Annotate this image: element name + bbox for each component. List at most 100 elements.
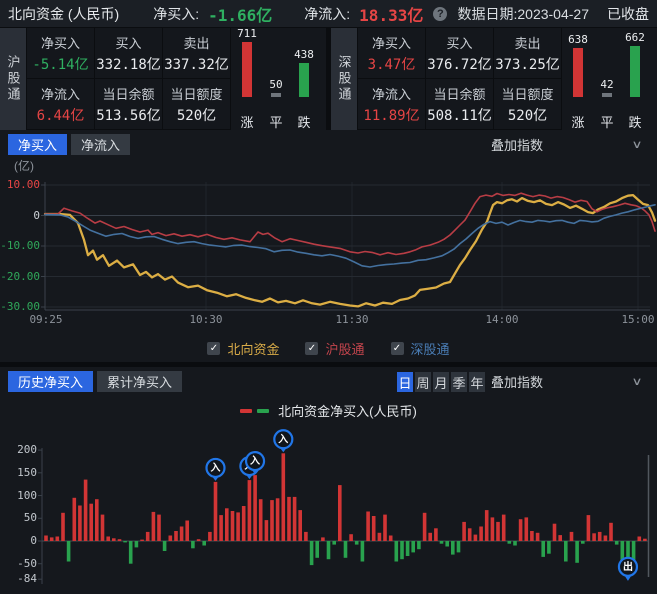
advance-decline-bars: 638 涨 42 平 662 跌 [562, 28, 657, 130]
bar [321, 537, 325, 541]
marker-glyph: 出 [623, 560, 633, 573]
y-tick-label: 200 [17, 443, 37, 457]
bar [208, 531, 212, 541]
count-label: 涨 [240, 115, 254, 130]
tab-净流入[interactable]: 净流入 [71, 134, 131, 155]
bar [637, 536, 642, 541]
bar [253, 475, 257, 541]
tab-净买入[interactable]: 净买入 [8, 134, 68, 155]
y-tick-label: 50 [23, 511, 37, 525]
stat-value: 376.72亿 [427, 56, 492, 73]
bar [128, 541, 133, 564]
stat-grid: 净买入 -5.14亿 买入 332.18亿 卖出 337.32亿 净流入 6.44亿 当日余额 5… [27, 28, 230, 130]
y-tick-label: -30.00 [0, 300, 40, 313]
bar [609, 522, 613, 541]
bar [349, 534, 353, 541]
stat-cell: 净买入 -5.14亿 [27, 28, 94, 78]
overlay-index-select-bottom[interactable]: 叠加指数 ∨ [491, 371, 643, 392]
market-status: 已收盘 [607, 5, 649, 22]
stat-label: 当日余额 [433, 86, 486, 102]
bar [592, 533, 596, 541]
stat-cell: 卖出 337.32亿 [163, 28, 230, 78]
legend-red-dash [240, 408, 253, 413]
flow-marker-入: 入 [273, 429, 294, 453]
period-日[interactable]: 日 [397, 372, 413, 392]
line-chart-tabs: 净买入 净流入 [8, 134, 131, 155]
series-沪股通 [44, 192, 656, 256]
bar [411, 541, 415, 553]
tab-累计净买入[interactable]: 累计净买入 [97, 371, 183, 392]
y-tick-label: 0 [33, 208, 40, 222]
bar [405, 541, 410, 556]
stat-value: 6.44亿 [36, 107, 85, 124]
checkbox-checked-icon[interactable]: ✓ [207, 342, 221, 355]
stat-label: 当日额度 [501, 86, 554, 102]
stat-value: 11.89亿 [363, 107, 420, 124]
bar [287, 496, 291, 541]
bar [388, 535, 393, 541]
period-季[interactable]: 季 [451, 372, 467, 392]
bar [247, 480, 252, 541]
marker-circle [273, 429, 294, 450]
bar [484, 510, 489, 541]
connect-stats: 沪股通 净买入 -5.14亿 买入 332.18亿 卖出 337.32亿 净流入 6.44亿 当日… [0, 27, 657, 130]
bar [428, 532, 432, 541]
unchanged-bar [271, 93, 281, 97]
decliners-bar [299, 63, 309, 97]
bar [326, 541, 331, 560]
bar [354, 541, 359, 545]
stat-cell: 买入 332.18亿 [95, 28, 162, 78]
bar [292, 496, 297, 541]
checkbox-checked-icon[interactable]: ✓ [390, 342, 404, 355]
page-title: 北向资金 (人民币) [8, 5, 120, 22]
bar [151, 511, 156, 541]
overlay-index-select-top[interactable]: 叠加指数 ∨ [491, 134, 643, 155]
bar [44, 535, 48, 541]
bar [581, 541, 585, 544]
period-年[interactable]: 年 [469, 372, 485, 392]
bar [157, 514, 161, 541]
tab-历史净买入[interactable]: 历史净买入 [8, 371, 94, 392]
bar [309, 541, 314, 566]
stat-label: 当日余额 [102, 86, 155, 102]
marker-glyph: 入 [250, 455, 260, 467]
count-value: 638 [568, 33, 588, 46]
help-icon[interactable]: ? [433, 6, 448, 21]
bar [230, 511, 235, 541]
count-value: 438 [294, 48, 314, 61]
bar [106, 536, 110, 541]
period-周[interactable]: 周 [415, 372, 431, 392]
bar [241, 506, 246, 541]
bar [275, 498, 280, 541]
bar [451, 541, 455, 555]
stat-label: 净买入 [371, 35, 411, 51]
bar [569, 531, 574, 541]
y-tick-label: 0 [30, 534, 37, 547]
net-inflow-value: 18.33亿 [359, 5, 424, 25]
bar [434, 528, 438, 541]
bar [479, 526, 483, 541]
bar [564, 541, 568, 562]
chevron-down-icon: ∨ [631, 376, 643, 388]
bar-legend-label: 北向资金净买入(人民币) [278, 404, 417, 419]
bar [89, 503, 93, 541]
bar [185, 520, 189, 541]
y-tick-label: -10.00 [0, 239, 40, 252]
count-value: 711 [237, 27, 257, 40]
legend-label: 北向资金 [227, 342, 280, 357]
net-buy-label: 净买入: [153, 5, 200, 22]
bar [541, 541, 545, 557]
bar [338, 485, 342, 541]
y-tick-label: 100 [17, 488, 37, 502]
legend-green-dash [257, 408, 270, 413]
stat-grid: 净买入 3.47亿 买入 376.72亿 卖出 373.25亿 净流入 11.89亿 当日余额 5… [358, 28, 561, 130]
panel-hugutong: 沪股通 净买入 -5.14亿 买入 332.18亿 卖出 337.32亿 净流入 6.44亿 当日… [0, 27, 326, 130]
panel-name-label: 深股通 [331, 28, 357, 130]
period-月[interactable]: 月 [433, 372, 449, 392]
checkbox-checked-icon[interactable]: ✓ [305, 342, 319, 355]
legend-label: 深股通 [410, 342, 450, 357]
series-深股通 [44, 204, 656, 268]
overlay-index-label: 叠加指数 [491, 375, 544, 390]
